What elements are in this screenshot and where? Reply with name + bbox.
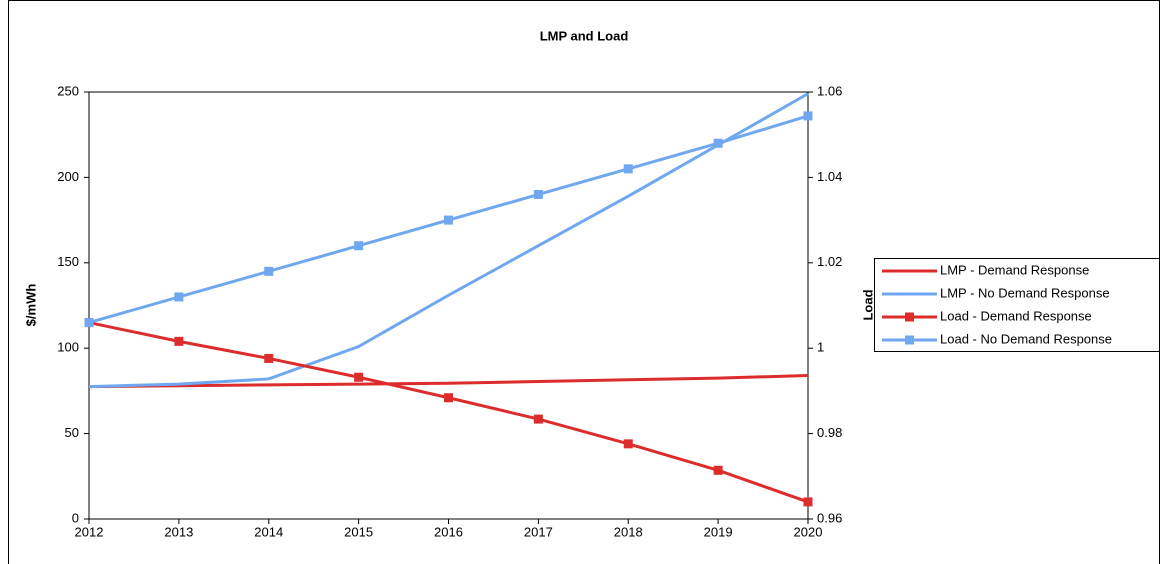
point-marker: [803, 497, 813, 507]
point-marker: [803, 111, 813, 121]
y2-tick-label: 0.98: [817, 425, 842, 440]
point-marker: [713, 465, 723, 475]
legend-label: Load - Demand Response: [940, 308, 1092, 323]
point-marker: [444, 215, 453, 225]
y2-axis-label: Load: [860, 289, 875, 320]
y-tick-label: 200: [57, 169, 79, 184]
y-tick-label: 150: [57, 254, 79, 269]
y-tick-label: 250: [57, 83, 79, 98]
chart-title: LMP and Load: [540, 28, 629, 43]
y-tick-label: 0: [72, 510, 79, 525]
x-tick-label: 2019: [704, 524, 733, 539]
x-tick-label: 2015: [344, 524, 373, 539]
series-line: [88, 92, 809, 389]
x-tick-label: 2016: [434, 524, 463, 539]
x-tick-label: 2012: [75, 524, 104, 539]
x-tick-label: 2017: [524, 524, 553, 539]
legend: [874, 258, 1160, 352]
point-marker: [623, 164, 633, 174]
legend-label: LMP - No Demand Response: [940, 285, 1110, 300]
y-axis-label: $/mWh: [23, 284, 38, 327]
point-marker: [174, 292, 184, 302]
x-tick-label: 2014: [254, 524, 283, 539]
y2-tick-label: 0.96: [817, 510, 842, 525]
legend-marker: [905, 335, 914, 345]
legend-label: LMP - Demand Response: [940, 262, 1089, 277]
point-marker: [264, 266, 274, 276]
point-marker: [533, 414, 543, 424]
x-tick-label: 2013: [164, 524, 193, 539]
y2-tick-label: 1: [817, 340, 824, 355]
x-tick-label: 2020: [794, 524, 823, 539]
point-marker: [354, 372, 364, 382]
point-marker: [533, 189, 543, 199]
y2-tick-label: 1.02: [817, 254, 842, 269]
y2-tick-label: 1.04: [817, 169, 842, 184]
point-marker: [84, 318, 94, 328]
point-marker: [174, 336, 184, 346]
point-marker: [713, 138, 723, 148]
y-tick-label: 50: [65, 425, 79, 440]
y2-tick-label: 1.06: [817, 83, 842, 98]
point-marker: [354, 241, 364, 251]
legend-label: Load - No Demand Response: [940, 331, 1112, 346]
series-line: [88, 374, 809, 389]
legend-marker: [905, 312, 914, 322]
x-tick-label: 2018: [614, 524, 643, 539]
point-marker: [623, 439, 633, 449]
y-tick-label: 100: [57, 340, 79, 355]
point-marker: [264, 353, 274, 363]
point-marker: [444, 393, 453, 403]
